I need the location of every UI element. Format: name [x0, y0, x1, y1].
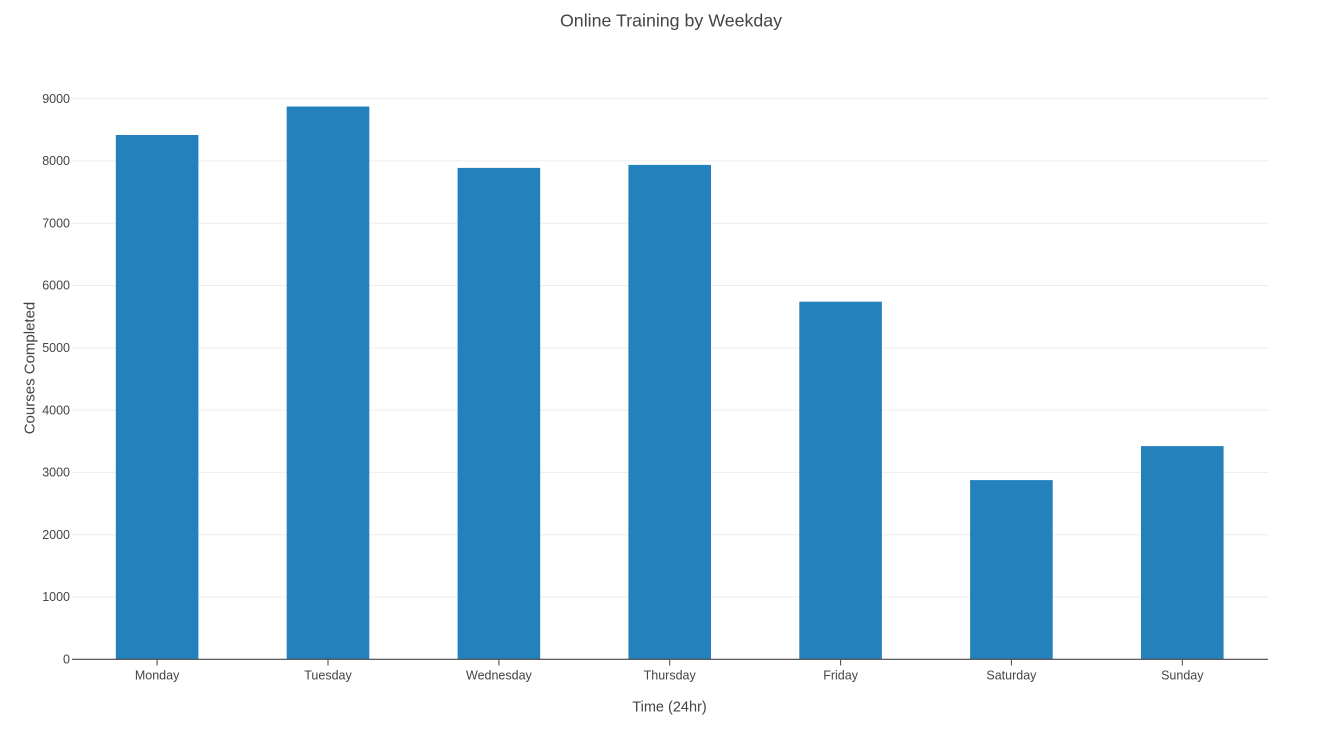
svg-text:Thursday: Thursday	[644, 669, 697, 683]
svg-text:Tuesday: Tuesday	[304, 669, 352, 683]
svg-text:9000: 9000	[42, 92, 70, 106]
svg-text:8000: 8000	[42, 154, 70, 168]
svg-text:0: 0	[63, 653, 70, 667]
svg-text:3000: 3000	[42, 466, 70, 480]
svg-text:5000: 5000	[42, 341, 70, 355]
svg-text:2000: 2000	[42, 528, 70, 542]
svg-text:Monday: Monday	[135, 669, 180, 683]
svg-text:Friday: Friday	[823, 669, 858, 683]
svg-text:Saturday: Saturday	[986, 669, 1037, 683]
svg-text:Time (24hr): Time (24hr)	[632, 699, 706, 715]
svg-text:Sunday: Sunday	[1161, 669, 1204, 683]
svg-text:7000: 7000	[42, 216, 70, 230]
svg-text:Courses Completed: Courses Completed	[22, 302, 39, 435]
svg-text:Wednesday: Wednesday	[466, 669, 533, 683]
svg-text:4000: 4000	[42, 403, 70, 417]
svg-text:6000: 6000	[42, 279, 70, 293]
svg-text:Online Training by Weekday: Online Training by Weekday	[560, 10, 782, 30]
svg-text:1000: 1000	[42, 590, 70, 604]
